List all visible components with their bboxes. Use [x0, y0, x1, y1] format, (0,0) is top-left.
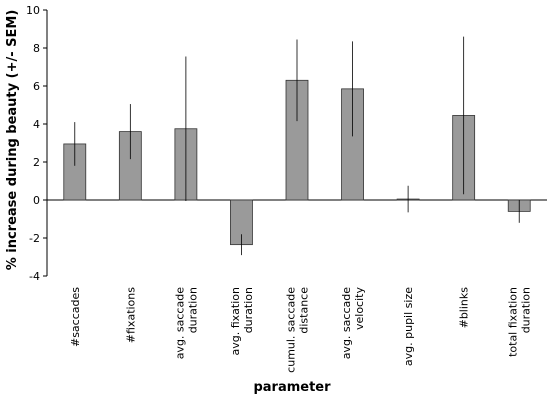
y-tick-label: 8 [33, 42, 40, 55]
y-tick-label: 4 [33, 118, 40, 131]
plot-area: -4 -2 0 2 4 6 8 10 #saccades #fixations avg. sacca… [26, 4, 547, 373]
y-tick-label: 0 [33, 194, 40, 207]
category-label: velocity [353, 287, 366, 330]
category-label: duration [186, 287, 199, 333]
category-label: #saccades [69, 287, 82, 347]
category-label: avg. pupil size [402, 287, 415, 366]
y-tick-label: -4 [29, 270, 40, 283]
y-axis-title: % increase during beauty (+/- SEM) [5, 10, 20, 271]
y-tick-label: 10 [26, 4, 40, 17]
y-tick-label: 2 [33, 156, 40, 169]
category-label: cumul. saccade [285, 287, 298, 373]
category-label: avg. fixation [229, 287, 242, 356]
category-label: avg. saccade [173, 287, 186, 360]
y-tick-label: 6 [33, 80, 40, 93]
category-label: distance [298, 287, 311, 334]
y-tick-label: -2 [29, 232, 40, 245]
category-label: duration [520, 287, 533, 333]
category-label: avg. saccade [340, 287, 353, 360]
category-label: #fixations [124, 287, 137, 343]
category-label: total fixation [507, 287, 520, 357]
category-label: #blinks [458, 287, 471, 329]
category-label: duration [242, 287, 255, 333]
x-axis-title: parameter [253, 380, 331, 395]
